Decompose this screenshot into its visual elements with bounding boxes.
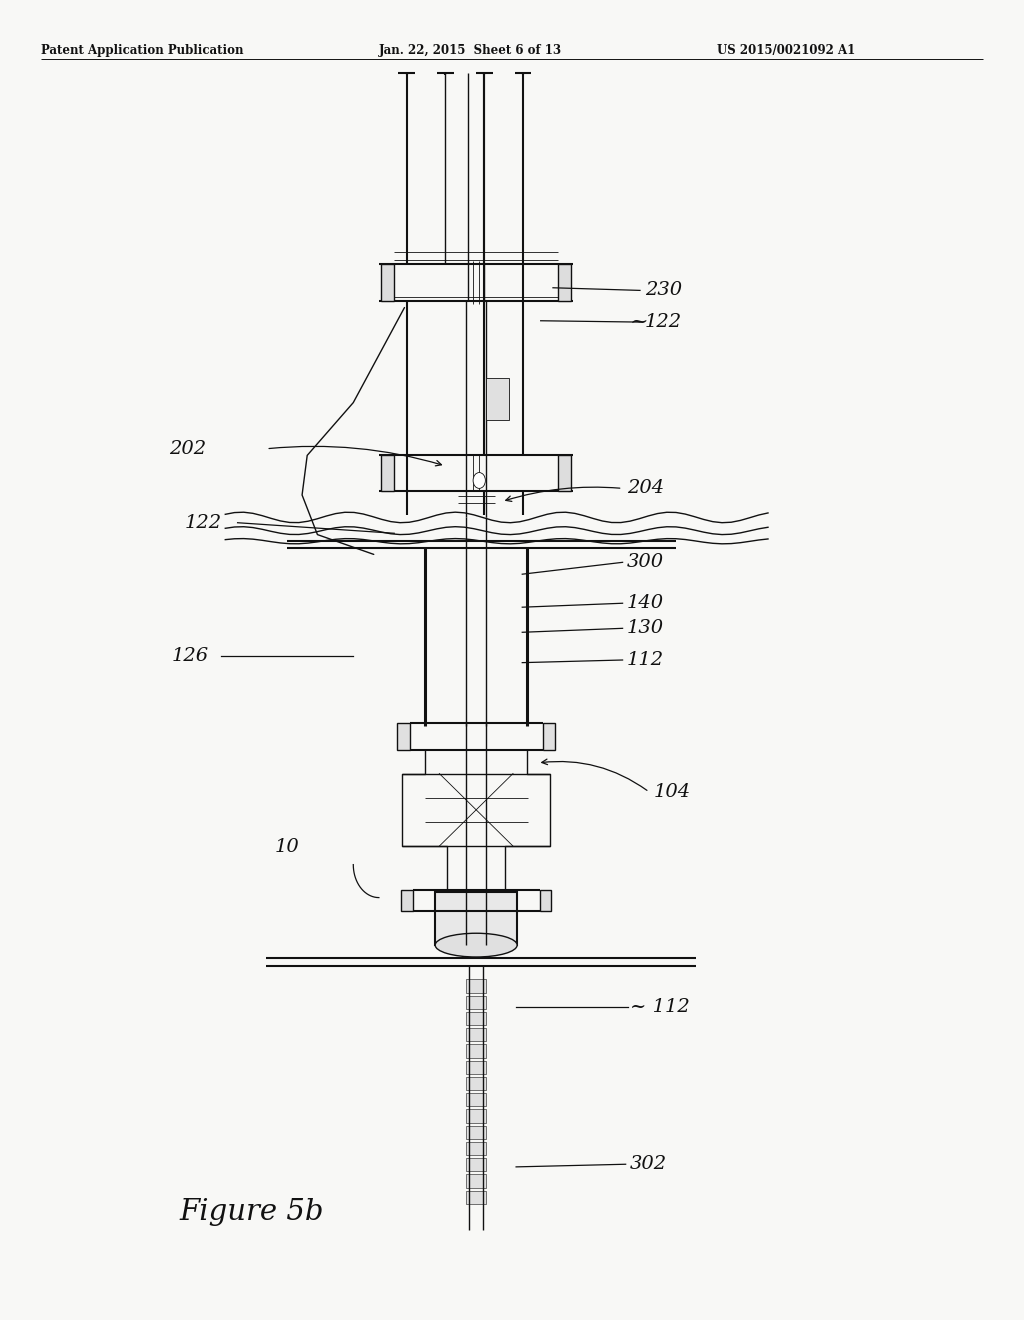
Bar: [466, 1012, 486, 1026]
Text: 126: 126: [172, 647, 209, 665]
Bar: [397, 723, 410, 750]
Bar: [466, 1061, 486, 1074]
Text: 130: 130: [627, 619, 664, 638]
Bar: [486, 378, 509, 420]
Text: ~ 112: ~ 112: [630, 998, 689, 1016]
Bar: [381, 455, 394, 491]
Text: 202: 202: [169, 440, 206, 458]
Text: 104: 104: [653, 783, 690, 801]
Bar: [381, 264, 394, 301]
Bar: [435, 892, 517, 945]
Bar: [466, 1077, 486, 1090]
Bar: [466, 1093, 486, 1106]
Text: Patent Application Publication: Patent Application Publication: [41, 44, 244, 57]
Ellipse shape: [435, 933, 517, 957]
Text: 204: 204: [627, 479, 664, 498]
Text: Figure 5b: Figure 5b: [179, 1197, 324, 1226]
Text: 302: 302: [630, 1155, 667, 1173]
Bar: [466, 1175, 486, 1188]
Text: 122: 122: [184, 513, 221, 532]
Circle shape: [473, 473, 485, 488]
Bar: [466, 1158, 486, 1171]
Bar: [401, 890, 413, 911]
Text: 122: 122: [645, 313, 682, 331]
Text: 140: 140: [627, 594, 664, 612]
Bar: [558, 455, 571, 491]
Bar: [466, 1126, 486, 1139]
Bar: [466, 1028, 486, 1041]
Bar: [543, 723, 555, 750]
Bar: [466, 1109, 486, 1122]
Text: 300: 300: [627, 553, 664, 572]
Text: 230: 230: [645, 281, 682, 300]
Text: 10: 10: [274, 838, 299, 857]
Bar: [466, 1044, 486, 1057]
Text: 112: 112: [627, 651, 664, 669]
Bar: [540, 890, 551, 911]
Text: US 2015/0021092 A1: US 2015/0021092 A1: [717, 44, 855, 57]
Bar: [466, 1191, 486, 1204]
Text: ~: ~: [630, 312, 648, 333]
Bar: [558, 264, 571, 301]
Bar: [466, 979, 486, 993]
Text: Jan. 22, 2015  Sheet 6 of 13: Jan. 22, 2015 Sheet 6 of 13: [379, 44, 562, 57]
Bar: [466, 995, 486, 1008]
Bar: [466, 1142, 486, 1155]
